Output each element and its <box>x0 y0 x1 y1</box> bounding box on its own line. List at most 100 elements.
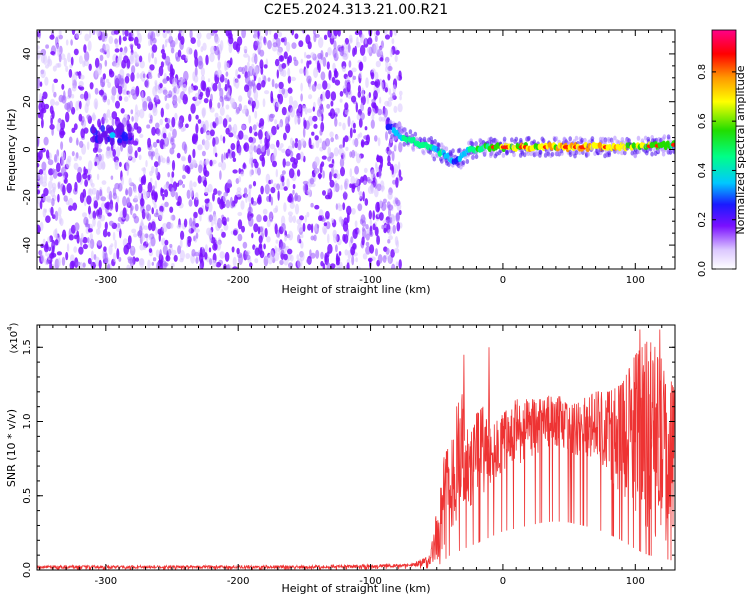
snr-x-label: Height of straight line (km) <box>281 582 430 595</box>
spectrogram-cell <box>65 39 69 46</box>
spectrogram-cell <box>193 211 198 219</box>
spectrogram-cell <box>54 101 60 106</box>
spectrogram-cell <box>285 116 290 127</box>
spectrogram-cell <box>306 211 310 218</box>
spectrogram-cell <box>151 207 154 215</box>
spectrogram-cell <box>66 243 70 252</box>
spectrogram-cell <box>339 90 344 97</box>
spectrogram-cell <box>367 106 372 115</box>
spectrogram-cell <box>145 204 151 212</box>
spectrogram-cell <box>158 155 161 166</box>
spectrogram-cell <box>236 190 242 198</box>
spectrogram-cell <box>329 179 335 188</box>
spectrogram-cell <box>330 91 337 101</box>
spectrogram-cell <box>251 104 255 113</box>
spectrogram-cell <box>177 49 182 58</box>
spectrogram-cell <box>281 106 287 116</box>
spectrogram-cell <box>152 106 158 117</box>
spectrogram-cell <box>384 34 391 40</box>
spectrogram-cell <box>296 153 302 160</box>
spectrogram-cell <box>145 78 150 89</box>
spectrogram-cell <box>188 86 191 95</box>
spectrogram-cell <box>349 168 353 178</box>
spectrogram-cell <box>365 229 370 235</box>
spectrogram-cell <box>292 100 298 109</box>
spectrogram-cell <box>116 248 120 260</box>
spectrogram-cell <box>483 149 488 155</box>
spectrogram-cell <box>310 235 315 241</box>
spectrogram-cell <box>342 122 346 131</box>
colorbar: 0.0 0.2 0.4 0.6 0.8 Normalized spectral ampl… <box>697 29 747 277</box>
spectrogram-cell <box>474 154 479 160</box>
spectrogram-cell <box>128 132 133 138</box>
spectrogram-cell <box>662 134 667 140</box>
spectrogram-cell <box>263 243 266 250</box>
spectrogram-cell <box>321 140 327 151</box>
spectrogram-cell <box>327 243 333 254</box>
spectrogram-cell <box>39 200 43 210</box>
spectrogram-cell <box>283 132 287 141</box>
spectrogram-cell <box>225 71 229 77</box>
spectrogram-cell <box>161 222 168 233</box>
spectrogram-cell <box>318 215 323 222</box>
spectrogram-cell <box>189 217 193 227</box>
spectrogram-cell <box>333 70 339 78</box>
spectrogram-cell <box>371 115 375 121</box>
spectrogram-cell <box>254 131 258 137</box>
spectrogram-cell <box>263 64 268 69</box>
spectrogram-cell <box>335 244 338 253</box>
spectrogram-cell <box>340 166 345 177</box>
spectrogram-cell <box>107 263 111 269</box>
spectrogram-cell <box>113 252 116 263</box>
spectrogram-cell <box>131 156 136 163</box>
spectrogram-cell <box>202 42 207 51</box>
spectrogram-cell <box>277 93 281 99</box>
spectrogram-cell <box>284 234 287 242</box>
spectrogram-cell <box>107 127 113 134</box>
spectrogram-cell <box>337 107 341 114</box>
spectrogram-cell <box>148 30 152 36</box>
spectrogram-cell <box>393 248 400 254</box>
spectrogram-cell <box>148 39 151 47</box>
spectrogram-cell <box>294 203 300 215</box>
spectrogram-cell <box>65 251 69 261</box>
spectrogram-cell <box>351 183 356 193</box>
spectrogram-cell <box>53 78 58 84</box>
spectrogram-cell <box>129 43 134 48</box>
spectrogram-cell <box>68 68 73 78</box>
spectrogram-cell <box>97 220 102 230</box>
spectrogram-cell <box>444 146 449 152</box>
colorbar-tick-label: 0.4 <box>697 162 708 178</box>
spectrogram-cell <box>260 144 266 153</box>
spectrogram-cell <box>362 228 367 239</box>
spectrogram-cell <box>388 97 394 102</box>
spectrogram-cell <box>61 256 66 266</box>
spectrogram-cell <box>148 52 151 63</box>
spectrogram-cell <box>258 129 263 140</box>
spectrogram-cell <box>217 61 222 70</box>
spectrogram-cell <box>352 47 356 57</box>
spectrogram-cell <box>281 69 287 77</box>
spectrogram-cell <box>231 151 236 159</box>
spectrogram-cell <box>112 149 116 157</box>
spectrogram-cell <box>194 66 198 77</box>
spectrogram-cell <box>260 66 264 75</box>
spectrogram-cell <box>99 186 103 197</box>
spectrogram-cell <box>259 59 264 70</box>
spectrogram-cell <box>266 236 271 243</box>
spectrogram-cell <box>166 30 170 34</box>
spectrogram-cell <box>154 80 158 86</box>
spectrogram-cell <box>388 119 393 125</box>
spectrogram-cell <box>261 156 266 167</box>
spectrogram-cell <box>150 221 156 232</box>
spectrogram-cell <box>175 56 181 62</box>
spectrogram-cell <box>307 223 312 231</box>
spectrogram-cell <box>387 161 392 167</box>
spectrogram-cell <box>122 89 128 96</box>
spectrogram-cell <box>249 262 253 268</box>
spectrogram-cell <box>339 217 343 224</box>
spectrogram-cell <box>538 149 542 155</box>
spectrogram-cell <box>334 183 340 193</box>
spectrogram-cell <box>96 66 102 76</box>
spectrogram-cell <box>45 259 50 265</box>
